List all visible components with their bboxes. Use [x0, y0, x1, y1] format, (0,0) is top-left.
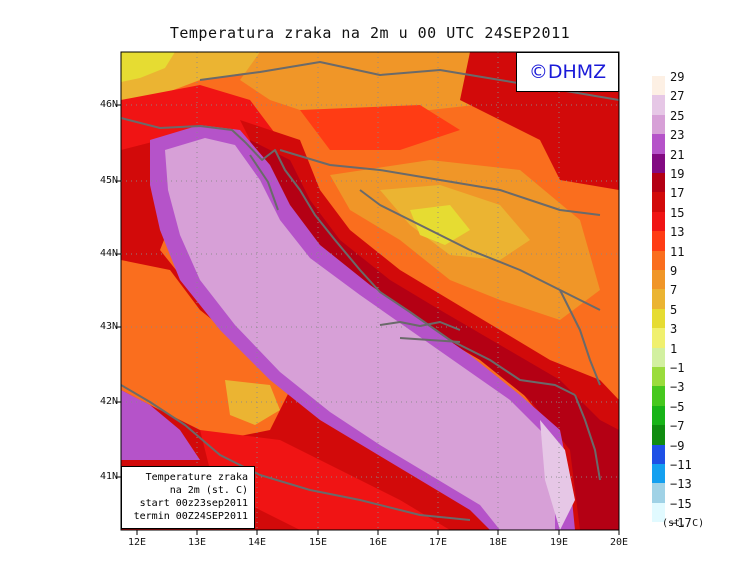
legend-label: −9	[670, 438, 685, 453]
legend-swatch	[652, 289, 665, 309]
dinaric-bright	[410, 205, 470, 245]
legend-label: −13	[670, 477, 692, 492]
lat-label-42n: 42N	[99, 396, 118, 407]
legend-swatch	[652, 134, 665, 154]
info-line-2: na 2m (st. C)	[169, 485, 248, 496]
italy-west-coast-purple	[121, 390, 200, 460]
legend-label: 7	[670, 283, 678, 298]
info-box: Temperature zraka na 2m (st. C) start 00…	[121, 466, 255, 529]
lon-label-13e: 13E	[187, 537, 207, 548]
map-title: Temperatura zraka na 2m u 00 UTC 24SEP20…	[169, 24, 571, 42]
lat-label-41n: 41N	[99, 471, 118, 482]
pannonian-red-zone	[300, 105, 460, 150]
lon-label-16e: 16E	[368, 537, 388, 548]
lon-label-12e: 12E	[127, 537, 147, 548]
legend-swatch	[652, 405, 665, 426]
italy-yellow-zone	[225, 380, 280, 425]
legend-swatch	[652, 328, 665, 348]
legend-label: 29	[670, 70, 685, 84]
legend-label: 23	[670, 128, 685, 143]
legend-label: −17	[670, 516, 692, 531]
legend-swatch	[652, 386, 665, 406]
legend-label: 19	[670, 167, 685, 181]
map-frame	[120, 51, 620, 531]
legend-label: 1	[670, 341, 678, 356]
lat-label-44n: 44N	[99, 248, 118, 259]
lon-label-18e: 18E	[488, 537, 508, 548]
legend-label: 25	[670, 108, 685, 123]
legend-label: 3	[670, 322, 678, 337]
legend-label: −3	[670, 380, 685, 395]
legend-label: 11	[670, 244, 685, 259]
legend-label: −11	[670, 458, 692, 472]
coastal-darkred-band	[250, 140, 619, 530]
legend-swatch	[652, 308, 665, 329]
legend-swatch	[652, 444, 665, 464]
lon-label-17e: 17E	[428, 537, 448, 548]
legend-swatch	[652, 367, 665, 387]
legend-label: 21	[670, 147, 685, 162]
alpine-bright-zone	[121, 52, 175, 82]
legend-swatch	[652, 76, 665, 96]
info-line-1: Temperature zraka	[145, 472, 248, 483]
legend-swatch	[652, 464, 665, 484]
lat-label-45n: 45N	[99, 175, 118, 186]
legend-swatch	[652, 347, 665, 367]
legend-unit: (st. C)	[662, 518, 705, 529]
legend-swatch	[652, 425, 665, 445]
lon-label-15e: 15E	[308, 537, 328, 548]
legend-label: 9	[670, 264, 678, 278]
legend-label: −15	[670, 496, 692, 511]
legend-swatch	[652, 192, 665, 212]
legend-swatch	[652, 95, 665, 115]
legend-swatch	[652, 211, 665, 232]
lon-label-14e: 14E	[247, 537, 267, 548]
copyright-box: ©DHMZ	[516, 52, 619, 92]
legend-swatch	[652, 270, 665, 290]
legend-label: 5	[670, 302, 678, 317]
lon-label-19e: 19E	[549, 537, 569, 548]
legend-label: −7	[670, 419, 685, 434]
legend-label: −5	[670, 399, 685, 414]
adriatic-sea	[165, 138, 555, 530]
legend-label: 15	[670, 205, 685, 220]
adriatic-south-pale	[540, 420, 575, 530]
tick-marks	[116, 104, 620, 535]
legend-swatch	[652, 173, 665, 193]
legend-swatch	[652, 153, 665, 173]
graticule	[121, 52, 619, 530]
copyright-label: ©DHMZ	[528, 61, 607, 83]
legend-label: 27	[670, 89, 685, 104]
legend-label: 13	[670, 225, 685, 240]
lat-label-43n: 43N	[99, 321, 118, 332]
legend-swatch	[652, 250, 665, 270]
legend-swatch	[652, 522, 665, 542]
info-line-4: termin 00Z24SEP2011	[133, 511, 248, 522]
lat-label-46n: 46N	[99, 99, 118, 110]
legend-swatch	[652, 502, 665, 523]
legend-label: −1	[670, 361, 685, 375]
legend-swatch	[652, 231, 665, 251]
legend-swatch	[652, 483, 665, 503]
legend-swatch	[652, 114, 665, 135]
info-line-3: start 00z23sep2011	[139, 498, 248, 509]
legend-label: 17	[670, 186, 685, 201]
lon-label-20e: 20E	[609, 537, 629, 548]
italy-red-south	[200, 430, 450, 530]
